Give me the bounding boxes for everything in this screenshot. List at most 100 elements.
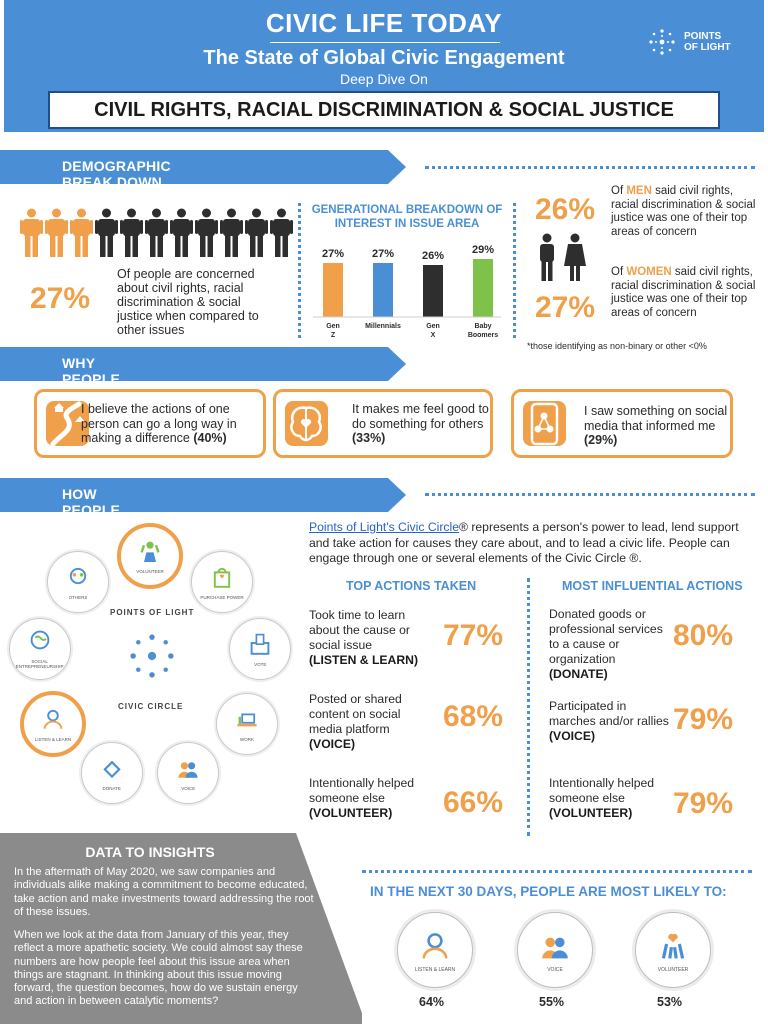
person-listening-icon (419, 928, 451, 965)
insights-paragraph-1: In the aftermath of May 2020, we saw com… (14, 866, 314, 918)
civic-circle-link[interactable]: Points of Light's Civic Circle (309, 520, 459, 534)
civic-node-social-entrepreneurship: SOCIAL ENTREPRENEURSHIP (8, 617, 71, 680)
top-actions-heading: TOP ACTIONS TAKEN (346, 579, 477, 593)
top-action-1-pct: 77% (443, 619, 504, 652)
civic-node-label: SOCIAL ENTREPRENEURSHIP (15, 659, 64, 670)
topic-title: CIVIL RIGHTS, RACIAL DISCRIMINATION & SO… (94, 98, 674, 121)
people-speaking-icon (539, 928, 571, 965)
man-woman-icon (540, 233, 586, 281)
why-text-3: I saw something on social media that inf… (584, 404, 728, 447)
insights-paragraph-2: When we look at the data from January of… (14, 929, 303, 1008)
section-divider (362, 870, 752, 873)
influential-actions-heading: MOST INFLUENTIAL ACTIONS (562, 579, 743, 593)
bar-0 (323, 263, 343, 317)
civic-node-work: WORK (215, 693, 278, 755)
raised-hands-icon (657, 928, 689, 965)
desk-icon (235, 706, 259, 735)
shopping-bag-icon (210, 564, 234, 593)
civic-node-label: DONATE (102, 786, 121, 792)
logo-text-1: POINTS (684, 31, 722, 42)
category-label: Boomers (468, 332, 498, 339)
footnote: *those identifying as non-binary or othe… (527, 341, 707, 351)
men-percent: 26% (535, 193, 596, 226)
bar-value-label: 26% (422, 250, 444, 262)
civic-node-purchase-power: PURCHASE POWER (190, 551, 253, 614)
section-divider (425, 493, 755, 496)
civic-circle-intro: Points of Light's Civic Circle® represen… (309, 520, 739, 565)
person-icon (170, 208, 193, 258)
women-percent: 27% (535, 291, 596, 324)
why-card-3: I saw something on social media that inf… (511, 389, 733, 458)
category-label: Gen (326, 323, 340, 330)
civic-node-label: WORK (239, 737, 254, 742)
civic-circle-bottom-label: CIVIC CIRCLE (118, 702, 184, 711)
category-label: Gen (426, 323, 440, 330)
insights-panel-cut (296, 833, 366, 1024)
influential-action-1: Donated goods or professional services t… (549, 607, 663, 681)
next-action-label: VOICE (547, 966, 563, 973)
starburst-icon (649, 29, 675, 55)
points-of-light-logo: POINTS OF LIGHT (648, 28, 731, 56)
logo-text-2: OF LIGHT (684, 42, 731, 53)
category-label: X (431, 332, 436, 339)
civic-node-vote: VOTE (229, 617, 292, 680)
column-divider (527, 578, 530, 836)
overall-description: Of people are concerned about civil righ… (117, 267, 259, 337)
next-action-label: VOLUNTEER (657, 966, 689, 973)
civic-circle-top-label: POINTS OF LIGHT (110, 608, 195, 617)
path-icon (46, 401, 89, 447)
civic-node-donate: DONATE (80, 742, 143, 805)
heart-hand-icon (100, 755, 124, 784)
top-action-3: Intentionally helped someone else (VOLUNT… (309, 776, 415, 820)
header: CIVIC LIFE TODAY The State of Global Civ… (0, 0, 768, 135)
person-icon (20, 208, 43, 258)
next-action-label: LISTEN & LEARN (414, 966, 456, 973)
top-action-1: Took time to learn about the cause or so… (309, 608, 419, 667)
influential-action-2: Participated in marches and/or rallies (V… (549, 699, 669, 743)
person-icon (245, 208, 268, 258)
page-title: CIVIC LIFE TODAY (265, 8, 503, 38)
why-card-1: I believe the actions of one person can … (34, 389, 266, 458)
bar-chart: 27% Gen Z 27% Millennials 26% Gen X 29% Baby Boome… (313, 244, 501, 339)
people-speaking-icon (176, 755, 200, 784)
person-icon (45, 208, 68, 258)
topic-band: CIVIL RIGHTS, RACIAL DISCRIMINATION & SO… (48, 91, 720, 129)
person-icon (70, 208, 93, 258)
bar-value-label: 27% (372, 248, 394, 260)
next-action-volunteer: VOLUNTEER (635, 912, 711, 988)
next-action-percent: 53% (657, 995, 683, 1009)
person-icon (195, 208, 218, 258)
person-icon (145, 208, 168, 258)
women-description: Of WOMEN said civil rights, racial discr… (611, 266, 756, 319)
top-action-2: Posted or shared content on social media… (309, 692, 402, 751)
civic-circle-diagram: VOLUNTEER PURCHASE POWER VOTE WORK VOICE DONA… (0, 520, 300, 830)
phone-network-icon (523, 401, 566, 446)
person-icon (220, 208, 243, 258)
chart-title: GENERATIONAL BREAKDOWN OF INTEREST IN IS… (311, 204, 503, 230)
people-cycle-icon (66, 564, 90, 593)
deep-dive-label: Deep Dive On (340, 71, 428, 87)
next-action-voice: VOICE (517, 912, 593, 988)
civic-node-others: OTHERS (47, 551, 109, 614)
raised-hands-icon (138, 538, 162, 567)
civic-node-label: VOICE (181, 786, 196, 792)
people-pictogram (20, 208, 293, 258)
bar-1 (373, 263, 393, 317)
generational-chart: GENERATIONAL BREAKDOWN OF INTEREST IN IS… (298, 203, 516, 343)
bar-3 (473, 259, 493, 317)
influential-action-1-pct: 80% (673, 619, 734, 652)
women-word: WOMEN (626, 266, 672, 278)
demographic-heading: DEMOGRAPHIC BREAK DOWN (62, 158, 171, 190)
why-text-2: It makes me feel good to do something fo… (352, 402, 489, 445)
person-listening-icon (41, 706, 65, 735)
insights-title: DATA TO INSIGHTS (85, 844, 215, 860)
why-text-1: I believe the actions of one person can … (81, 402, 237, 445)
person-icon (95, 208, 118, 258)
civic-node-label: PURCHASE POWER (200, 595, 244, 601)
title-underline (270, 42, 500, 43)
civic-node-label: VOTE (254, 661, 267, 667)
overall-percent: 27% (30, 282, 91, 315)
person-icon (120, 208, 143, 258)
next-30-days-title: IN THE NEXT 30 DAYS, PEOPLE ARE MOST LIK… (370, 884, 727, 899)
men-description: Of MEN said civil rights, racial discrim… (611, 185, 756, 238)
